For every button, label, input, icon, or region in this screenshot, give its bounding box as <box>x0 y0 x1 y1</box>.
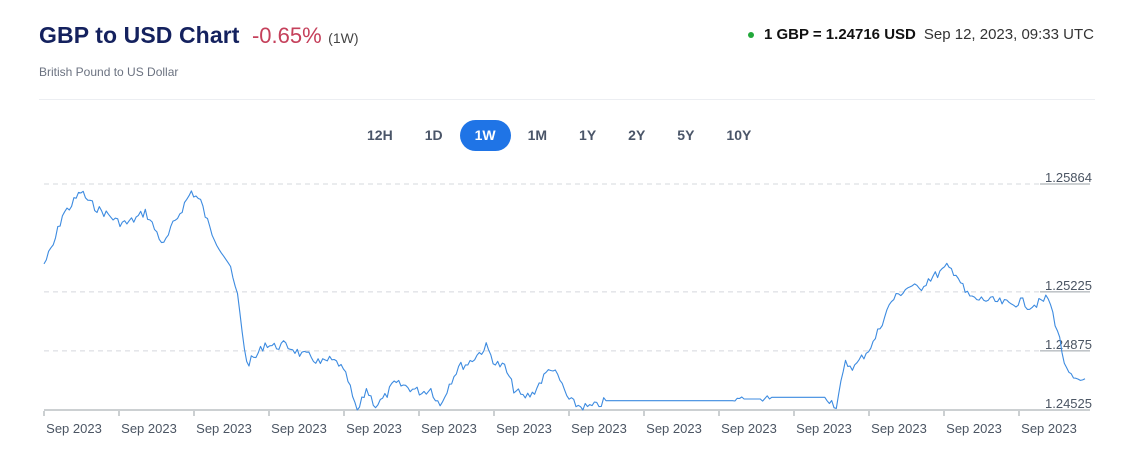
chart-header: GBP to USD Chart -0.65% (1W) <box>39 22 358 49</box>
x-tick-label: Sep 2023 <box>196 421 252 436</box>
tab-1y[interactable]: 1Y <box>579 127 597 143</box>
tab-1w[interactable]: 1W <box>459 120 511 151</box>
series-line <box>43 190 1086 411</box>
y-tick-label: 1.25225 <box>1045 278 1092 293</box>
x-tick-label: Sep 2023 <box>721 421 777 436</box>
x-tick-label: Sep 2023 <box>946 421 1002 436</box>
range-tabs: 12H 1D 1W 1M 1Y 2Y 5Y 10Y <box>352 120 768 151</box>
header-divider <box>39 99 1095 100</box>
page-title: GBP to USD Chart <box>39 22 240 48</box>
x-tick-label: Sep 2023 <box>346 421 402 436</box>
live-status-dot <box>747 31 754 38</box>
tab-2y[interactable]: 2Y <box>628 127 646 143</box>
x-tick-label: Sep 2023 <box>496 421 552 436</box>
y-tick-label: 1.24875 <box>1045 337 1092 352</box>
x-tick-label: Sep 2023 <box>271 421 327 436</box>
x-tick-label: Sep 2023 <box>1021 421 1077 436</box>
y-tick-label: 1.25864 <box>1045 170 1092 185</box>
rate-value: 1 GBP = 1.24716 USD <box>763 26 916 43</box>
tab-12h[interactable]: 12H <box>367 127 393 143</box>
x-tick-label: Sep 2023 <box>796 421 852 436</box>
tab-1m[interactable]: 1M <box>527 127 548 143</box>
tab-10y[interactable]: 10Y <box>726 127 752 143</box>
x-tick-label: Sep 2023 <box>121 421 177 436</box>
x-tick-label: Sep 2023 <box>46 421 102 436</box>
change-percent: -0.65% <box>251 23 322 48</box>
live-rate: 1 GBP = 1.24716 USD Sep 12, 2023, 09:33 … <box>747 26 1094 43</box>
tab-1d[interactable]: 1D <box>424 127 443 143</box>
x-tick-label: Sep 2023 <box>421 421 477 436</box>
rate-timestamp: Sep 12, 2023, 09:33 UTC <box>923 26 1094 43</box>
x-tick-label: Sep 2023 <box>646 421 702 436</box>
x-tick-label: Sep 2023 <box>571 421 627 436</box>
tab-5y[interactable]: 5Y <box>677 127 695 143</box>
change-period: (1W) <box>328 30 359 46</box>
y-tick-label: 1.24525 <box>1045 396 1092 411</box>
x-tick-label: Sep 2023 <box>871 421 927 436</box>
page-subtitle: British Pound to US Dollar <box>39 65 179 79</box>
